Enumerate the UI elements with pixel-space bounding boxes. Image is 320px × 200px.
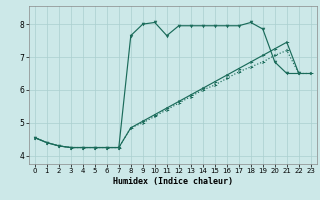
X-axis label: Humidex (Indice chaleur): Humidex (Indice chaleur) <box>113 177 233 186</box>
